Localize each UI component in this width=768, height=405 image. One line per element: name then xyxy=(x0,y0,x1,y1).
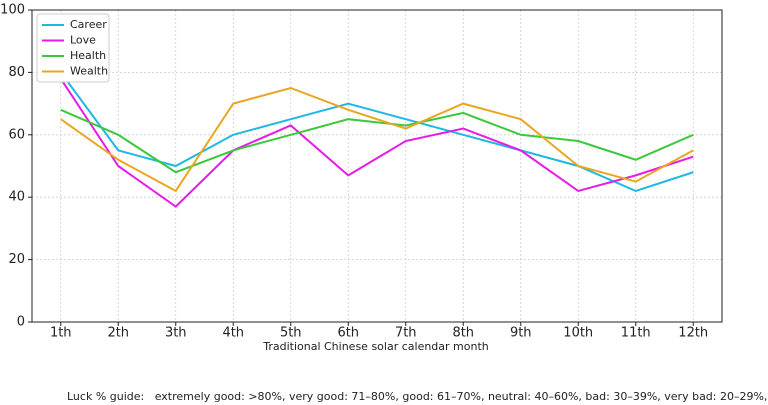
x-tick-label: 10th xyxy=(563,326,593,341)
legend-label: Wealth xyxy=(70,65,108,78)
x-tick-label: 7th xyxy=(395,326,417,341)
x-tick-label: 12th xyxy=(678,326,708,341)
line xyxy=(59,78,694,208)
legend-box xyxy=(36,13,110,83)
y-tick-label: 100 xyxy=(0,3,25,18)
x-tick-label: 9th xyxy=(510,326,532,341)
x-tick-label: 2th xyxy=(107,326,129,341)
y-tick-label: 0 xyxy=(17,315,25,330)
annotation: Luck % guide: extremely good: >80%, very… xyxy=(67,390,768,403)
x-tick-label: 6th xyxy=(337,326,359,341)
x-tick-label: 5th xyxy=(280,326,302,341)
x-tick-label: 3th xyxy=(165,326,187,341)
y-tick-label: 40 xyxy=(8,190,25,205)
y-tick-label: 60 xyxy=(8,127,25,142)
legend-label: Career xyxy=(70,18,107,31)
legend-label: Love xyxy=(70,34,96,47)
x-axis-label: Traditional Chinese solar calendar month xyxy=(262,340,489,353)
x-tick-label: 1th xyxy=(50,326,72,341)
x-tick-label: 8th xyxy=(452,326,474,341)
x-tick-label: 4th xyxy=(222,326,244,341)
y-tick-label: 20 xyxy=(8,252,25,267)
line xyxy=(60,86,694,193)
line xyxy=(59,71,694,193)
y-tick-label: 80 xyxy=(8,65,25,80)
legend-label: Health xyxy=(70,49,106,62)
x-tick-label: 11th xyxy=(621,326,651,341)
line xyxy=(60,108,694,174)
plot-frame xyxy=(31,9,723,323)
